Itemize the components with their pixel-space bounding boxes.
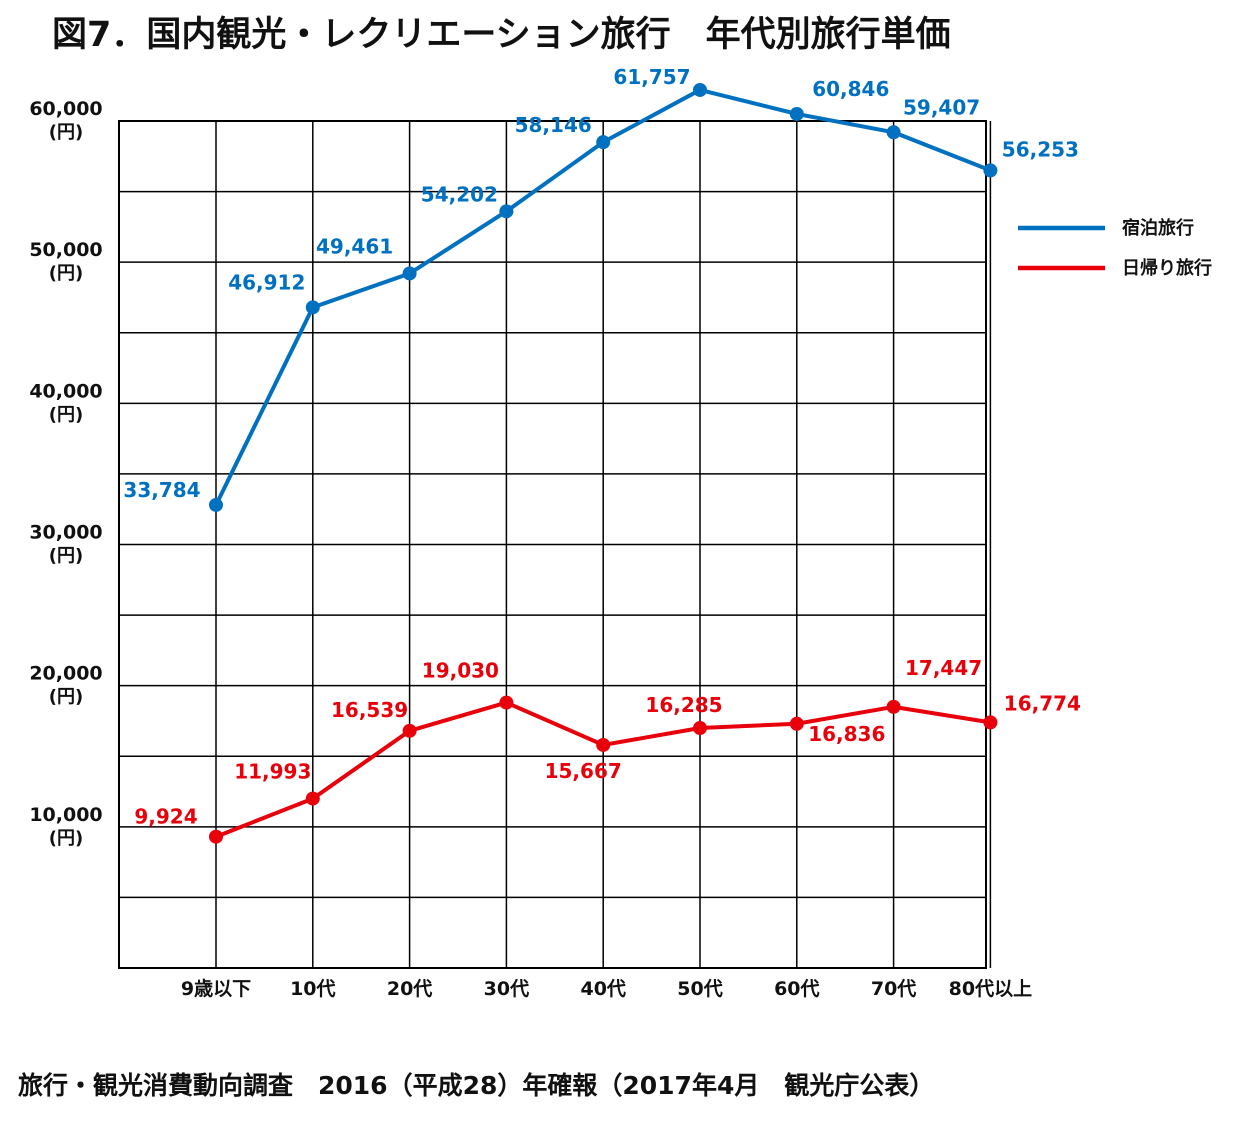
y-tick-unit: (円) [49, 263, 83, 284]
x-tick-label: 20代 [387, 978, 432, 1000]
data-label: 49,461 [316, 234, 393, 258]
data-label: 16,836 [808, 722, 885, 746]
data-label: 54,202 [421, 182, 498, 206]
y-tick-unit: (円) [49, 404, 83, 425]
data-point [886, 125, 901, 140]
plot-frame [118, 120, 987, 969]
data-point [209, 497, 223, 512]
data-point [305, 300, 320, 315]
x-tick-label: 70代 [871, 978, 916, 1000]
data-label: 17,447 [905, 656, 982, 680]
data-label: 60,846 [812, 77, 889, 101]
y-tick-unit: (円) [49, 828, 83, 849]
y-tick-label: 10,000 [29, 804, 102, 826]
data-label: 16,285 [645, 693, 722, 717]
y-tick-label: 50,000 [29, 239, 102, 261]
data-point [402, 723, 417, 738]
data-point [886, 699, 901, 714]
y-tick-unit: (円) [49, 687, 83, 708]
y-tick-unit: (円) [49, 546, 83, 567]
data-point [693, 721, 707, 736]
x-tick-label: 60代 [774, 978, 819, 1000]
x-tick-label: 30代 [484, 978, 529, 1000]
data-label: 9,924 [134, 805, 197, 829]
data-label: 11,993 [234, 760, 311, 784]
data-point [305, 791, 320, 806]
data-point [596, 135, 611, 150]
x-tick-label: 10代 [290, 978, 335, 1000]
data-point [402, 266, 417, 281]
data-label: 56,253 [1002, 137, 1079, 161]
legend-label: 日帰り旅行 [1122, 257, 1212, 279]
x-tick-label: 9歳以下 [181, 978, 251, 1000]
x-tick-label: 50代 [677, 978, 722, 1000]
y-tick-label: 30,000 [29, 522, 102, 544]
chart-title: 図7．国内観光・レクリエーション旅行 年代別旅行単価 [52, 15, 951, 55]
x-tick-label: 80代以上 [949, 978, 1032, 1000]
data-label: 19,030 [422, 659, 499, 683]
source-note: 旅行・観光消費動向調査 2016（平成28）年確報（2017年4月 観光庁公表） [18, 1071, 935, 1100]
legend-label: 宿泊旅行 [1122, 217, 1194, 239]
data-point [983, 163, 998, 178]
data-label: 46,912 [228, 270, 305, 294]
data-point [693, 82, 707, 97]
data-point [596, 737, 611, 752]
data-point [499, 695, 514, 710]
y-tick-label: 60,000 [29, 98, 102, 120]
data-label: 61,757 [613, 65, 690, 89]
y-tick-unit: (円) [49, 122, 83, 143]
data-label: 58,146 [515, 113, 592, 137]
data-label: 16,774 [1004, 691, 1081, 715]
y-tick-label: 20,000 [29, 663, 102, 685]
data-point [983, 715, 998, 730]
data-label: 15,667 [545, 759, 622, 783]
data-label: 16,539 [331, 698, 408, 722]
x-tick-label: 40代 [580, 978, 625, 1000]
y-tick-label: 40,000 [29, 380, 102, 402]
data-label: 59,407 [903, 95, 980, 119]
data-point [499, 204, 514, 219]
data-label: 33,784 [123, 478, 200, 502]
data-point [789, 716, 804, 731]
data-point [789, 106, 804, 121]
data-point [209, 829, 223, 844]
